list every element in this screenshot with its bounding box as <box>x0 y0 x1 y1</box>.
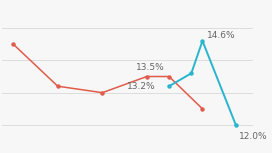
Text: 14.6%: 14.6% <box>207 31 235 40</box>
Text: 13.5%: 13.5% <box>136 63 165 72</box>
Text: 13.2%: 13.2% <box>127 82 156 91</box>
Text: 12.0%: 12.0% <box>239 132 267 141</box>
